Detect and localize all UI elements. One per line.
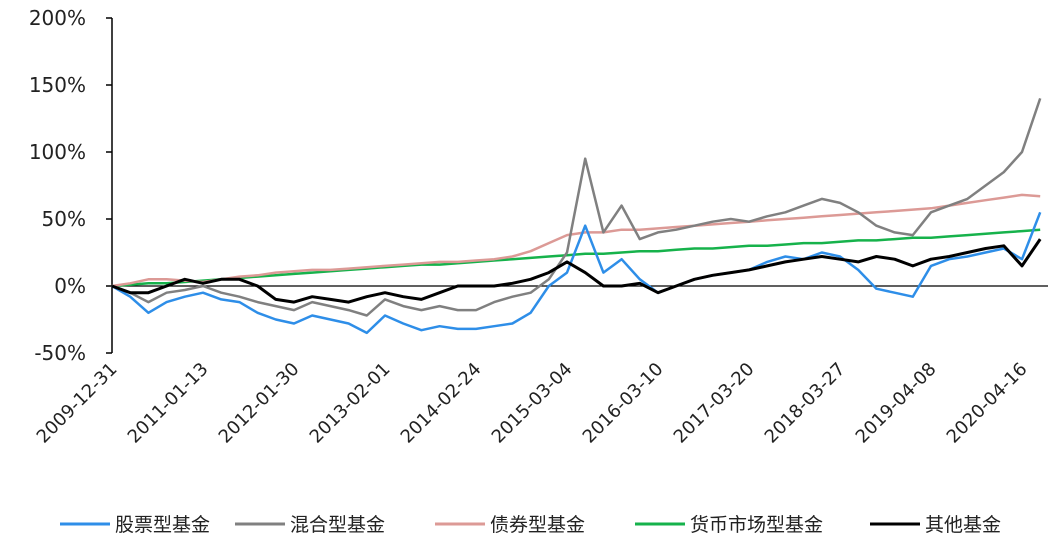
series-line [111,97,1042,317]
y-tick-label: -50% [34,341,86,365]
x-tick-label: 2019-04-08 [852,359,941,448]
series-line [111,211,1042,335]
legend-label: 混合型基金 [290,514,385,536]
legend-label: 债券型基金 [490,514,585,536]
legend-label: 货币市场型基金 [690,514,823,536]
y-tick-label: 0% [54,274,86,298]
series-line [111,238,1042,304]
x-tick-label: 2009-12-31 [33,359,122,448]
x-tick-label: 2012-01-30 [215,359,304,448]
x-tick-label: 2013-02-01 [306,359,395,448]
y-tick-label: 150% [29,73,86,97]
x-tick-label: 2018-03-27 [761,359,850,448]
legend-label: 股票型基金 [115,514,210,536]
x-tick-label: 2016-03-10 [579,359,668,448]
x-tick-label: 2017-03-20 [670,359,759,448]
y-tick-label: 100% [29,140,86,164]
series-line [111,193,1041,288]
series-line [111,228,1041,288]
y-tick-label: 50% [42,207,86,231]
x-tick-label: 2014-02-24 [397,359,486,448]
x-tick-label: 2015-03-04 [488,359,577,448]
y-tick-label: 200% [29,6,86,30]
x-tick-label: 2011-01-13 [124,359,213,448]
legend-label: 其他基金 [925,514,1001,536]
x-tick-label: 2020-04-16 [943,359,1032,448]
